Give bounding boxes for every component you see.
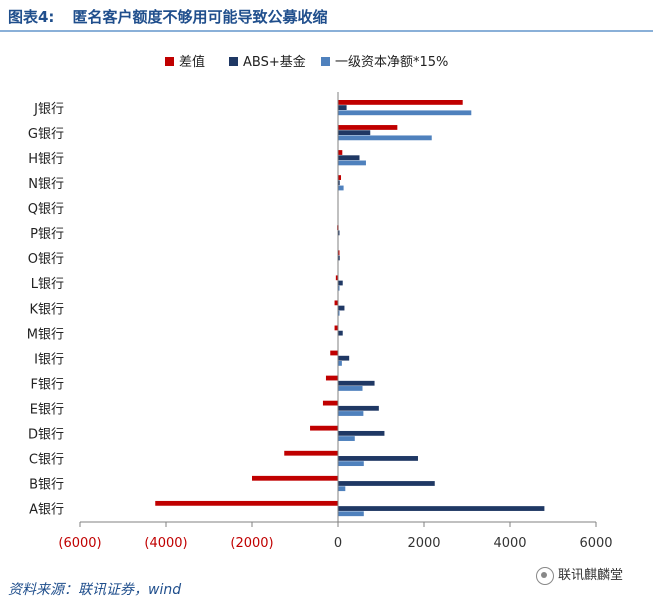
category-label-12: E银行 — [30, 403, 64, 418]
bar-15-0 — [252, 475, 338, 481]
watermark: 联讯麒麟堂 — [536, 564, 623, 585]
bar-2-2 — [338, 160, 366, 166]
bar-2-1 — [338, 155, 360, 161]
legend-swatch-2 — [321, 57, 330, 66]
legend-swatch-0 — [165, 57, 174, 66]
bar-9-1 — [338, 330, 343, 336]
bar-12-1 — [338, 405, 379, 411]
figure-title-text: 匿名客户额度不够用可能导致公募收缩 — [72, 8, 328, 26]
bar-8-0 — [334, 300, 338, 306]
bar-15-2 — [338, 486, 346, 492]
bar-11-1 — [338, 380, 375, 386]
bar-1-0 — [338, 125, 398, 130]
bar-16-2 — [338, 511, 364, 517]
x-tick-label-4: 2000 — [407, 536, 440, 551]
bar-3-2 — [338, 185, 344, 191]
bar-10-2 — [338, 360, 342, 366]
x-tick-label-6: 6000 — [579, 536, 612, 551]
x-tick-label-2: (2000) — [230, 536, 273, 551]
category-label-8: K银行 — [29, 302, 64, 317]
x-tick-label-3: 0 — [334, 536, 342, 551]
bar-10-0 — [330, 350, 338, 356]
bar-14-1 — [338, 456, 418, 461]
bar-13-0 — [310, 425, 338, 431]
category-label-13: D银行 — [28, 428, 64, 443]
bar-2-0 — [338, 150, 343, 155]
category-label-1: G银行 — [28, 127, 64, 142]
category-label-4: Q银行 — [28, 202, 64, 217]
x-tick-label-0: (6000) — [58, 536, 101, 551]
bar-7-0 — [335, 275, 338, 281]
bar-5-1 — [338, 230, 340, 236]
bar-14-0 — [284, 450, 338, 456]
category-label-15: B银行 — [29, 478, 64, 493]
bar-12-0 — [322, 400, 338, 406]
x-tick-label-1: (4000) — [144, 536, 187, 551]
bar-1-1 — [338, 130, 371, 136]
category-label-0: J银行 — [33, 102, 64, 117]
category-label-3: N银行 — [28, 177, 64, 192]
bar-9-0 — [334, 325, 338, 331]
figure-label: 图表4: — [8, 8, 55, 26]
bar-6-0 — [338, 250, 340, 256]
bar-15-1 — [338, 481, 435, 486]
watermark-text: 联讯麒麟堂 — [558, 568, 624, 583]
bar-3-1 — [338, 180, 340, 186]
legend-label-1: ABS+基金 — [243, 54, 306, 70]
bar-8-1 — [338, 305, 345, 311]
legend-label-2: 一级资本净额*15% — [335, 55, 448, 70]
bar-1-2 — [338, 135, 432, 141]
category-label-16: A银行 — [29, 503, 64, 518]
category-label-11: F银行 — [31, 377, 64, 392]
bar-14-2 — [338, 461, 364, 467]
source-note: 资料来源：联讯证券，wind — [8, 582, 182, 598]
bar-8-2 — [338, 310, 340, 316]
bar-16-1 — [338, 506, 545, 511]
figure-title: 图表4: 匿名客户额度不够用可能导致公募收缩 — [8, 6, 327, 27]
bar-13-1 — [338, 430, 385, 436]
category-label-2: H银行 — [28, 152, 64, 167]
category-label-10: I银行 — [34, 352, 64, 367]
bar-10-1 — [338, 355, 350, 361]
category-label-7: L银行 — [31, 277, 64, 292]
category-label-6: O银行 — [28, 252, 64, 267]
bar-0-1 — [338, 105, 347, 110]
bar-3-0 — [338, 175, 342, 180]
category-label-9: M银行 — [27, 327, 64, 342]
bar-11-0 — [325, 375, 338, 381]
bar-16-0 — [155, 500, 338, 506]
bar-12-2 — [338, 411, 364, 416]
bar-13-2 — [338, 436, 355, 441]
wechat-icon — [536, 566, 554, 585]
bar-7-1 — [338, 280, 343, 286]
category-label-5: P银行 — [30, 227, 64, 242]
title-divider — [0, 30, 653, 32]
legend-label-0: 差值 — [179, 54, 205, 70]
x-tick-label-5: 4000 — [493, 536, 526, 551]
bar-0-2 — [338, 110, 472, 116]
bar-0-0 — [338, 100, 463, 105]
bar-7-2 — [338, 285, 340, 291]
legend-swatch-1 — [229, 57, 238, 66]
bar-11-2 — [338, 386, 363, 391]
bar-6-1 — [338, 255, 340, 261]
category-label-14: C银行 — [29, 453, 64, 468]
